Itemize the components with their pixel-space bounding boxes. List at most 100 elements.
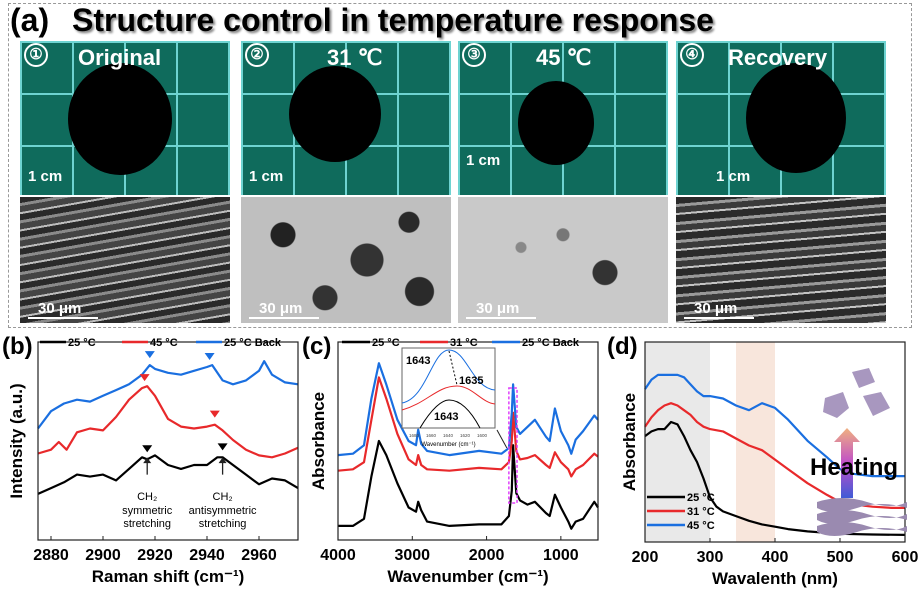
x-tick-label: 400 [762, 549, 789, 566]
peak-marker [204, 352, 215, 360]
x-tick-label: 3000 [394, 547, 430, 564]
x-tick-label: 1000 [543, 547, 579, 564]
x-tick-label: 2920 [137, 547, 173, 564]
peak-marker [142, 445, 153, 453]
sem-scale-bar [249, 317, 319, 319]
collapsed-polymer-icon [823, 392, 849, 418]
annotation-text: antisymmetric [189, 505, 257, 517]
heating-label: Heating [810, 454, 898, 481]
sem-scale-bar [466, 317, 536, 319]
sem-scale-label: 30 μm [694, 300, 738, 317]
legend-label: 25 °C [372, 337, 400, 349]
sample-disc [289, 66, 381, 162]
inset-tick-label: 1600 [477, 433, 488, 438]
plot-frame [337, 341, 599, 541]
photo-label: Original [78, 45, 162, 70]
x-tick-label: 2900 [85, 547, 121, 564]
legend-label: 45 °C [150, 337, 178, 349]
scale-label: 1 cm [716, 168, 751, 185]
sample-disc [68, 63, 172, 175]
scale-label: 1 cm [249, 168, 284, 185]
x-tick-label: 2880 [33, 547, 69, 564]
chart-ftir: (c) 4000 3000 2000 1000 Wavenumber (cm⁻¹) Abso… [302, 333, 599, 586]
annotation-text: stretching [123, 518, 171, 530]
x-tick-label: 2000 [469, 547, 505, 564]
inset-tick-label: 1680 [409, 433, 420, 438]
sem-image-45c: 30 μm [458, 197, 668, 323]
series-line-1 [37, 385, 299, 459]
sample-disc [746, 63, 846, 173]
peak-marker [144, 351, 155, 359]
annotation-text: symmetric [122, 505, 173, 517]
annotation-text: stretching [199, 518, 247, 530]
photo-number: ④ [680, 43, 704, 67]
x-tick-label: 200 [632, 549, 659, 566]
panel-letter: (b) [2, 333, 33, 360]
inset-frame [401, 347, 496, 429]
inset-line-red [401, 385, 496, 411]
photo-label: 31 ℃ [327, 45, 383, 70]
peak-marker [217, 443, 228, 451]
panel-a-title: Structure control in temperature respons… [72, 2, 714, 38]
collapsed-polymer-icon [863, 392, 890, 416]
y-axis-label: Absorbance [309, 392, 328, 490]
sem-scale-bar [684, 317, 754, 319]
chart-uvvis: (d) 200 300 400 500 600 Wavalenth (nm) Absorban… [607, 333, 918, 588]
legend-label: 25 °C [68, 337, 96, 349]
x-axis-label: Wavenumber (cm⁻¹) [387, 567, 548, 586]
legend-label: 25 °C Back [522, 337, 580, 349]
inset-tick-label: 1620 [460, 433, 471, 438]
series-line-1 [337, 376, 599, 478]
sample-disc [518, 81, 594, 165]
photo-45c: ③ 45 ℃ 1 cm [458, 41, 668, 195]
sem-scale-label: 30 μm [259, 300, 303, 317]
series-line-0 [37, 454, 299, 495]
highlight-box [508, 387, 518, 504]
inset-tick-label: 1660 [426, 433, 437, 438]
heating-arrow-icon [834, 428, 860, 498]
sem-scale-bar [28, 317, 98, 319]
legend-label: 25 °C Back [224, 337, 282, 349]
photo-label: 45 ℃ [536, 45, 592, 70]
x-tick-label: 2960 [241, 547, 277, 564]
panel-a-frame [8, 3, 912, 328]
sem-image-original: 30 μm [20, 197, 230, 323]
sem-image-31c: 30 μm [241, 197, 451, 323]
polymer-chain-icon [817, 498, 907, 512]
series-line-2 [37, 360, 299, 430]
inset-x-label: Wavenumber (cm⁻¹) [421, 442, 475, 448]
peak-marker [139, 374, 150, 382]
sem-scale-label: 30 μm [476, 300, 520, 317]
polymer-chain-icon [817, 510, 907, 524]
panel-a-letter: (a) [10, 2, 50, 38]
series-line-2 [337, 362, 599, 457]
photo-number: ③ [462, 43, 486, 67]
y-axis-label: Absorbance [620, 393, 639, 491]
photo-original: ① Original 1 cm [20, 41, 230, 195]
annotation-text: CH₂ [213, 491, 233, 503]
sem-image-recovery: 30 μm [676, 197, 886, 323]
inset-label: 1643 [434, 411, 458, 423]
inset-line-black [419, 399, 481, 429]
series-line-0 [338, 439, 599, 530]
annotation-arrowhead [143, 457, 152, 464]
sem-scale-label: 30 μm [38, 300, 82, 317]
legend-label: 31 °C [450, 337, 478, 349]
x-tick-label: 4000 [320, 547, 356, 564]
inset-line-blue [401, 349, 496, 404]
annotation-arrowhead [218, 457, 227, 464]
legend-label: 45 °C [687, 520, 715, 532]
x-axis-label: Wavalenth (nm) [712, 569, 838, 588]
inset-label: 1643 [406, 355, 430, 367]
x-tick-label: 500 [827, 549, 854, 566]
panel-letter: (d) [607, 333, 638, 360]
inset-label: 1635 [459, 375, 483, 387]
x-tick-label: 2940 [189, 547, 225, 564]
photo-number: ② [245, 43, 269, 67]
inset-shift-arrow [448, 350, 458, 386]
photo-31c: ② 31 ℃ 1 cm [241, 41, 451, 195]
panel-letter: (c) [302, 333, 331, 360]
legend-label: 31 °C [687, 506, 715, 518]
chart-raman: (b) 2880 2900 2920 2940 2960 Raman shift (cm⁻¹… [2, 333, 299, 586]
polymer-chain-icon [817, 522, 907, 536]
